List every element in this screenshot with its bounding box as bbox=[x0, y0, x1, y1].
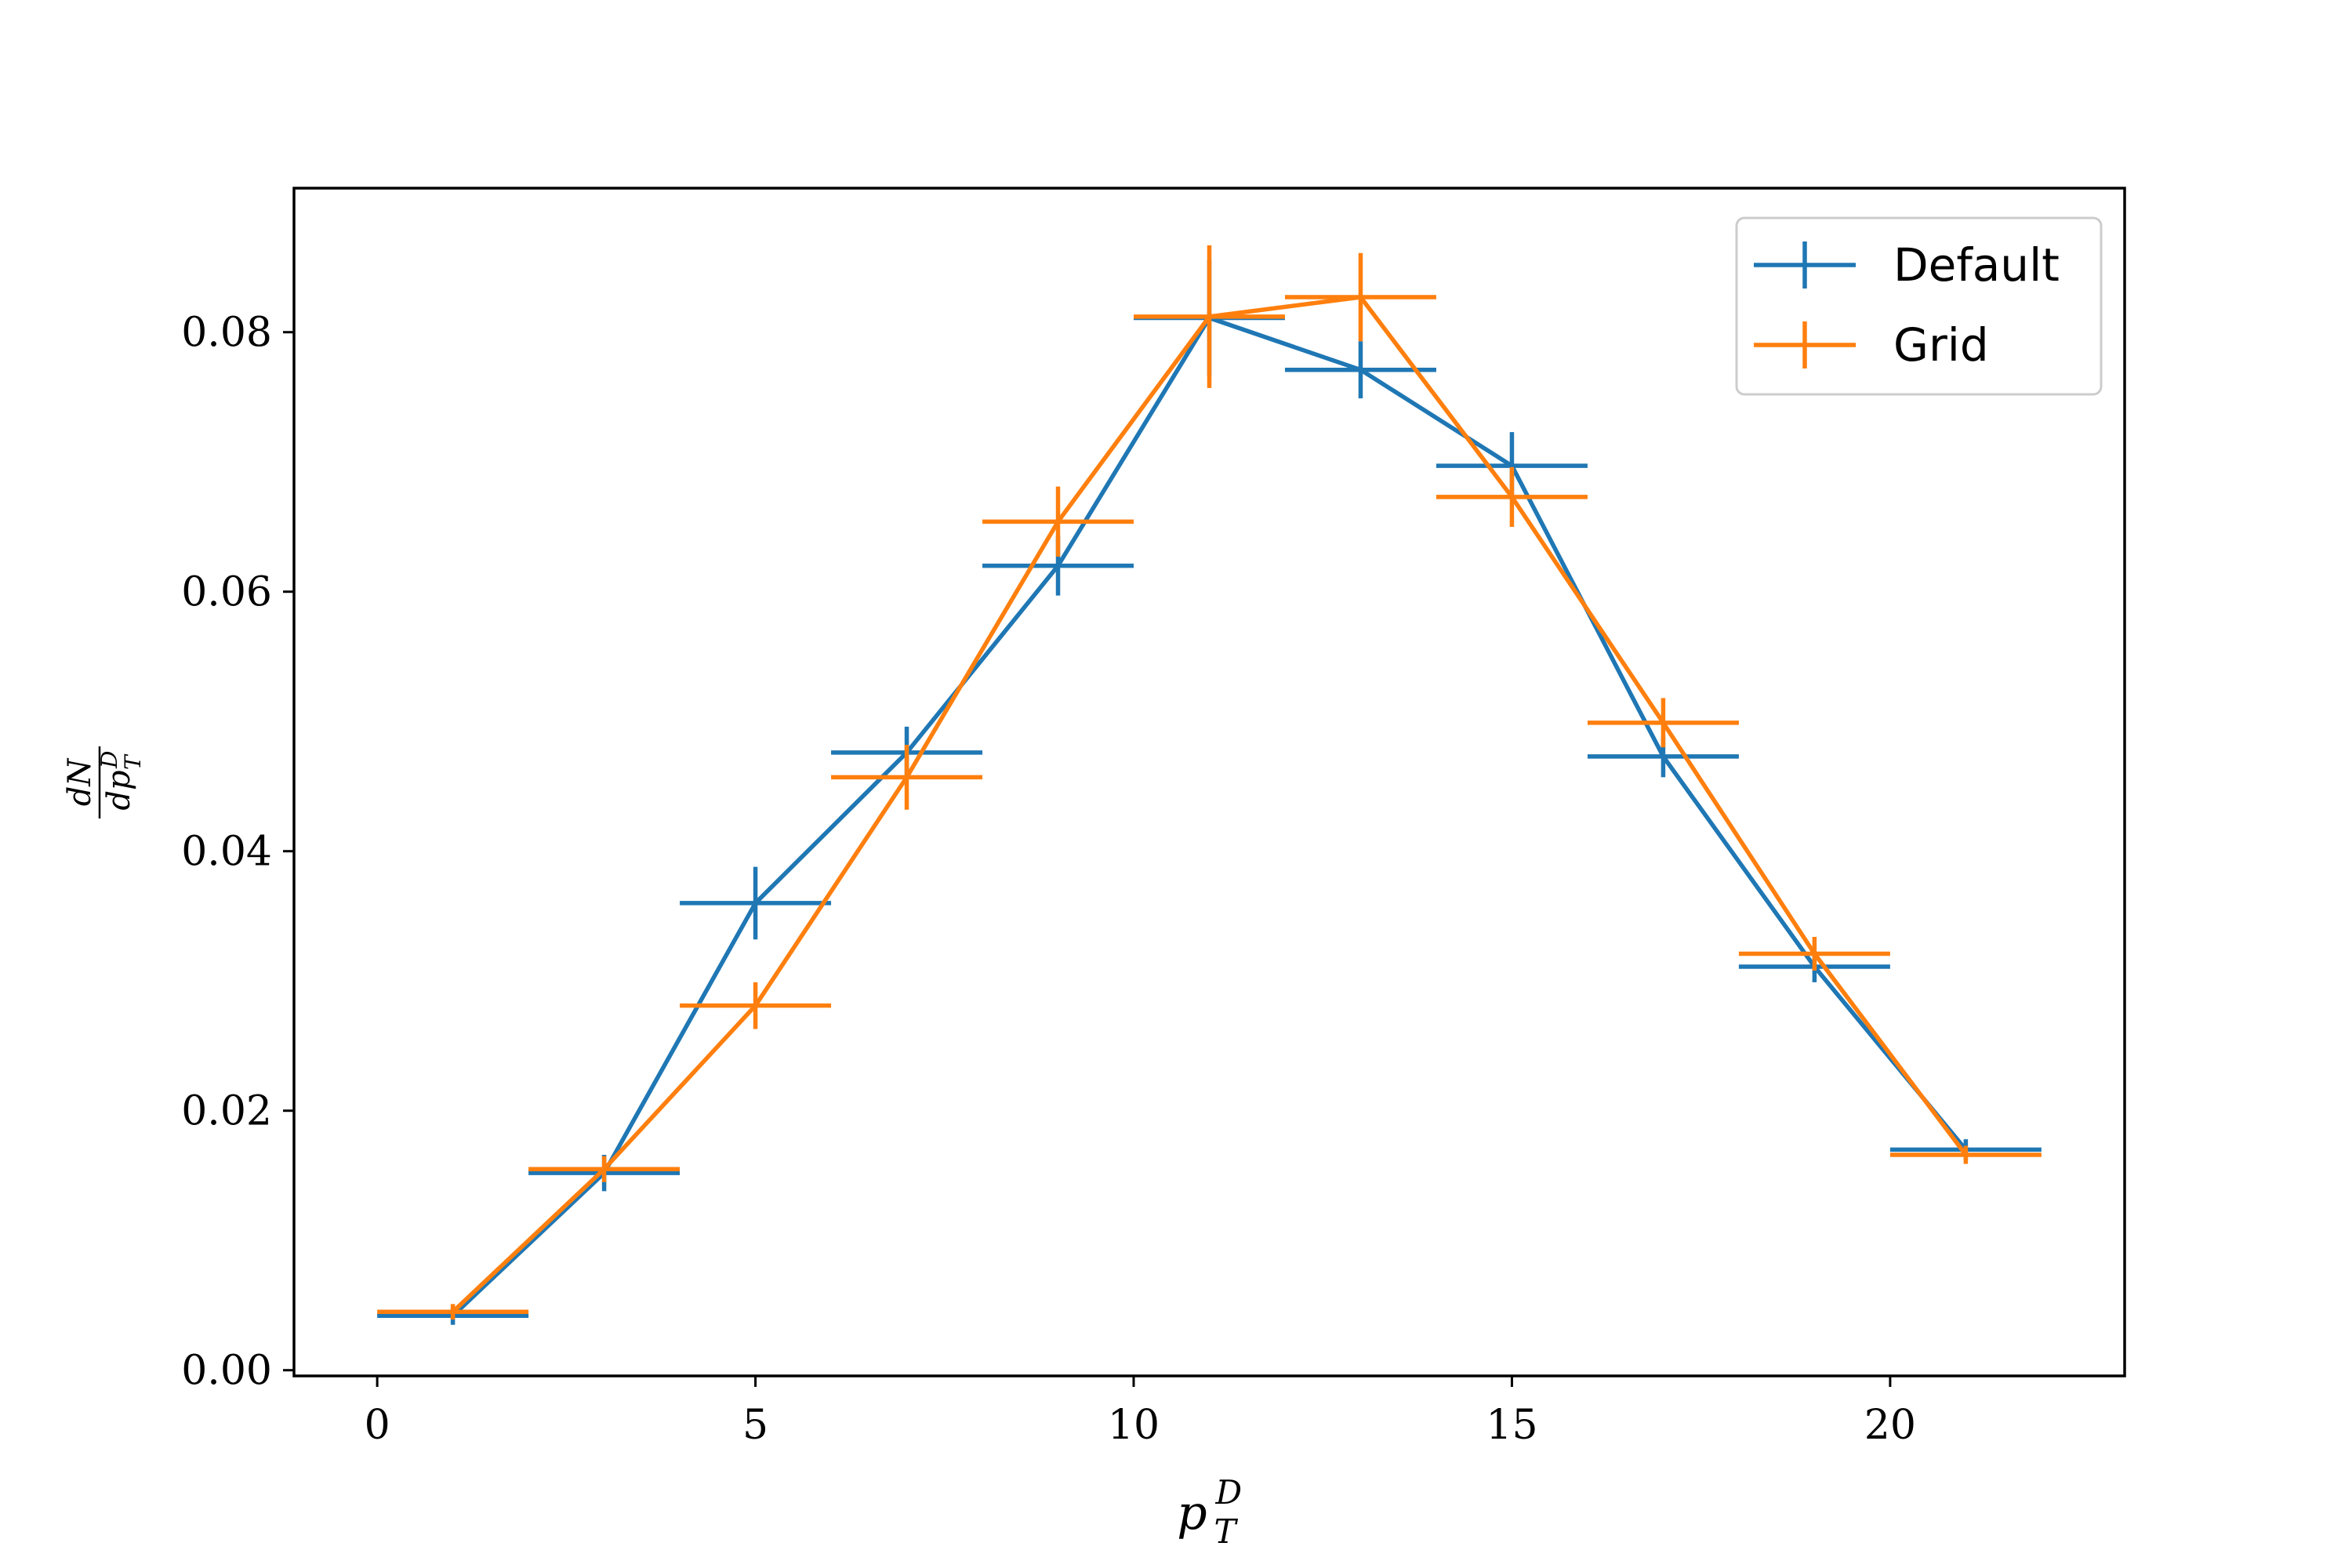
data-point bbox=[831, 745, 983, 810]
x-axis-label-sup: D bbox=[1215, 1473, 1243, 1512]
series-grid bbox=[377, 245, 2042, 1320]
data-point bbox=[680, 982, 832, 1029]
plot-area bbox=[377, 245, 2042, 1325]
legend-item-grid: Grid bbox=[1754, 318, 1989, 372]
data-point bbox=[1436, 466, 1588, 527]
y-tick-label: 0.08 bbox=[181, 310, 272, 357]
data-point bbox=[1738, 936, 1890, 971]
x-tick-label: 0 bbox=[365, 1402, 390, 1449]
axes-frame bbox=[292, 187, 2126, 1377]
legend: Default Grid bbox=[1735, 216, 2103, 396]
data-point bbox=[1889, 1145, 2042, 1164]
x-tick-label: 20 bbox=[1864, 1402, 1916, 1449]
data-point bbox=[1284, 341, 1436, 399]
y-axis-label-denominator: dp bbox=[101, 770, 137, 810]
y-axis-label-denominator-sub: T bbox=[120, 753, 146, 770]
x-tick-label: 10 bbox=[1108, 1402, 1160, 1449]
x-axis-label-sub: T bbox=[1214, 1512, 1239, 1551]
y-tick-label: 0.06 bbox=[181, 569, 272, 616]
x-tick-label: 5 bbox=[742, 1402, 768, 1449]
legend-item-default: Default bbox=[1754, 238, 2060, 292]
legend-label: Default bbox=[1893, 238, 2060, 292]
y-axis-label-denominator-sup: D bbox=[96, 751, 122, 769]
data-point bbox=[1587, 698, 1739, 748]
data-point bbox=[528, 1156, 681, 1182]
data-point bbox=[680, 866, 832, 940]
data-point bbox=[1134, 245, 1285, 388]
data-point bbox=[1284, 252, 1436, 342]
y-tick-label: 0.04 bbox=[181, 829, 272, 876]
x-tick-label: 15 bbox=[1486, 1402, 1537, 1449]
legend-label: Grid bbox=[1893, 318, 1989, 372]
data-point bbox=[377, 1304, 529, 1320]
y-tick-label: 0.02 bbox=[181, 1088, 272, 1135]
x-axis-label-base: p bbox=[1177, 1486, 1207, 1541]
x-axis-label: p DT bbox=[1177, 1473, 1242, 1551]
legend-box bbox=[1735, 216, 2103, 396]
y-axis-label-numerator: dN bbox=[62, 757, 98, 807]
y-tick-label: 0.00 bbox=[181, 1348, 272, 1395]
data-point bbox=[982, 486, 1134, 557]
